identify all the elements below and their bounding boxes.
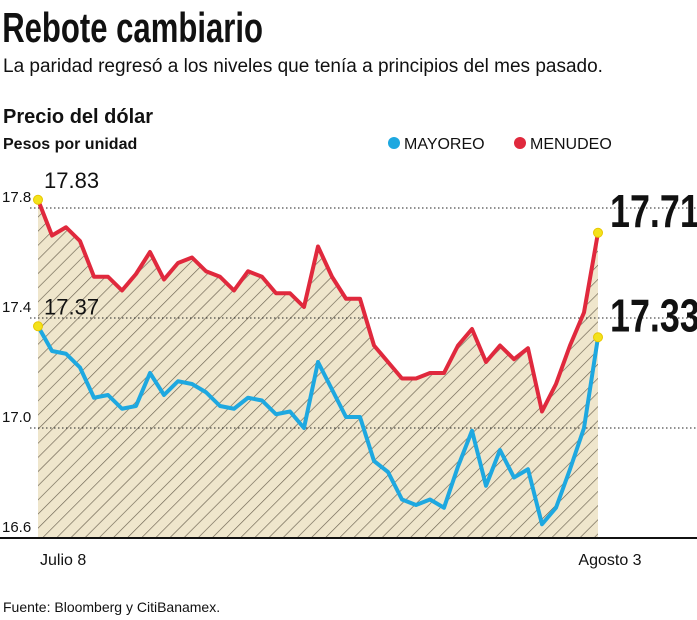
legend-marker xyxy=(514,137,526,149)
y-tick-label: 17.4 xyxy=(2,299,31,316)
series-line xyxy=(36,199,600,414)
x-tick-label: Julio 8 xyxy=(40,552,86,569)
end-point xyxy=(593,332,603,343)
axis-subtitle: Pesos por unidad xyxy=(3,136,137,153)
end-point xyxy=(593,227,603,238)
value-label: 17.37 xyxy=(44,294,99,319)
legend-label: MAYOREO xyxy=(404,136,485,153)
x-tick-label: Agosto 3 xyxy=(578,552,641,569)
value-label-group: 17.33 xyxy=(610,290,697,341)
series-line xyxy=(36,325,600,527)
end-point xyxy=(33,194,43,205)
value-label: 17.33 xyxy=(610,290,697,341)
y-tick-label: 17.8 xyxy=(2,189,31,206)
legend-label: MENUDEO xyxy=(530,136,612,153)
axis-title: Precio del dólar xyxy=(3,106,153,128)
y-tick-label: 17.0 xyxy=(2,409,31,426)
value-label: 17.71 xyxy=(610,185,697,236)
end-point xyxy=(33,321,43,332)
chart-title: Rebote cambiario xyxy=(2,4,263,51)
value-label: 17.83 xyxy=(44,168,99,193)
source: Fuente: Bloomberg y CitiBanamex. xyxy=(3,599,220,615)
y-tick-label: 16.6 xyxy=(2,519,31,536)
legend-marker xyxy=(388,137,400,149)
value-label-group: 17.71 xyxy=(610,185,697,236)
chart-subtitle: La paridad regresó a los niveles que ten… xyxy=(3,56,603,77)
